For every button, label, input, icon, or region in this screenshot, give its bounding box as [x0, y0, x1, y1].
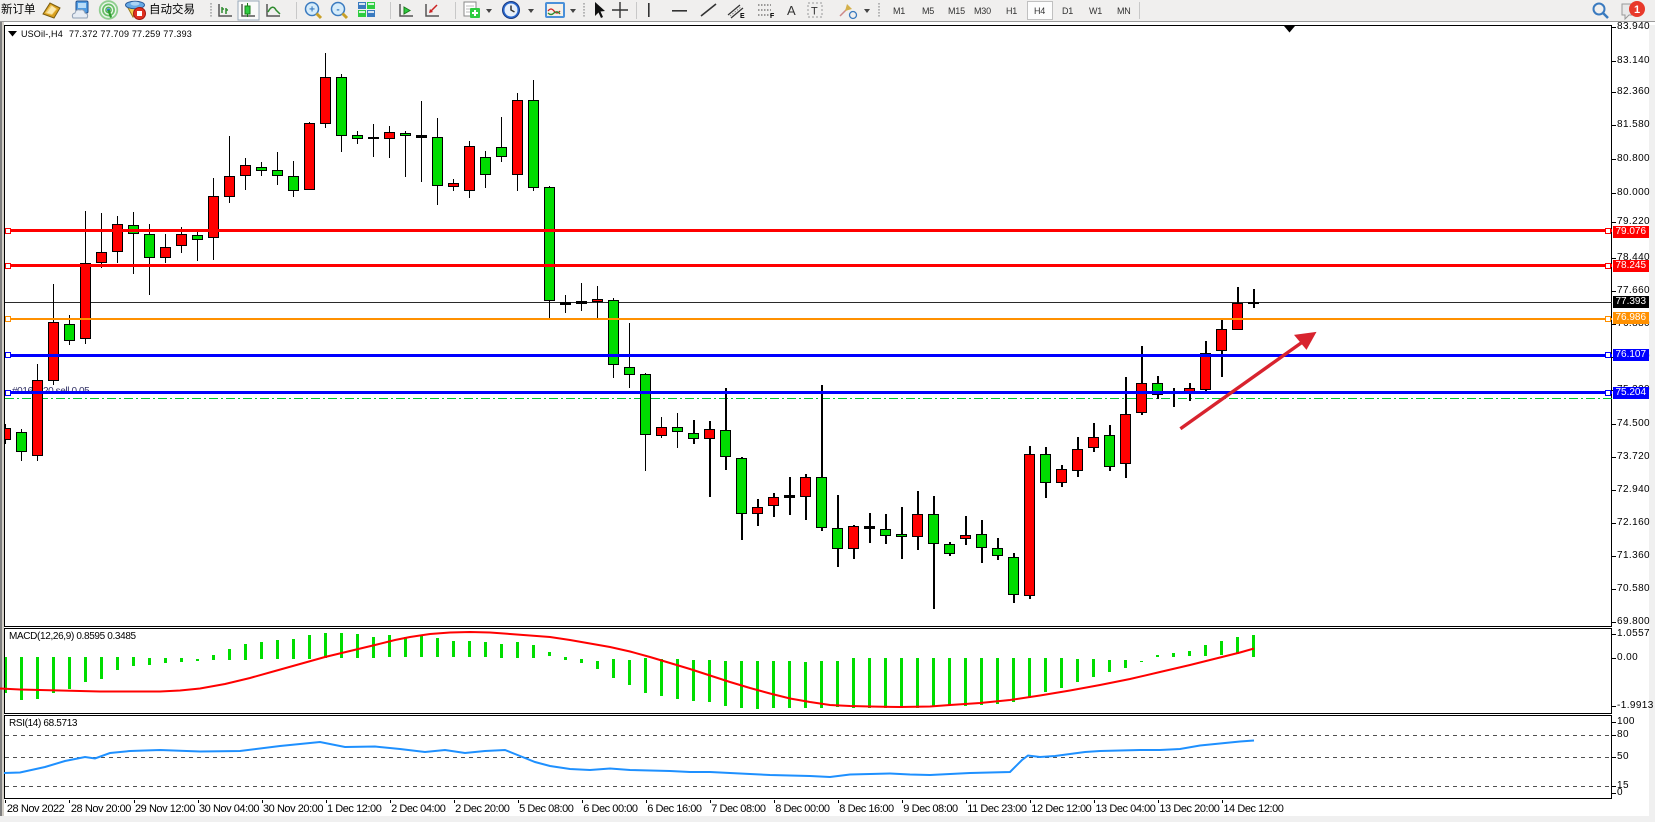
svg-text:1: 1 [1634, 4, 1640, 16]
svg-text:F: F [770, 13, 775, 20]
svg-text:A: A [787, 3, 796, 18]
svg-text:E: E [740, 13, 745, 20]
svg-text:T: T [811, 6, 818, 18]
svg-text:-: - [336, 5, 339, 16]
svg-text:+: + [309, 5, 315, 16]
